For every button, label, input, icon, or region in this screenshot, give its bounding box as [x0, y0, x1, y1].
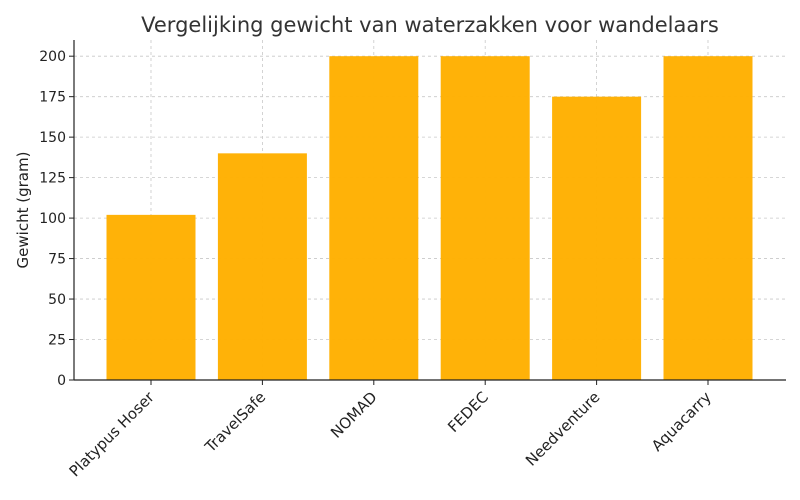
bar-needventure [552, 96, 642, 381]
y-axis-label: Gewicht (gram) [14, 152, 32, 269]
chart-title: Vergelijking gewicht van waterzakken voo… [141, 13, 719, 37]
bar-travelsafe [217, 153, 307, 380]
x-tick-label: Aquacarry [648, 388, 715, 455]
y-tick-label: 125 [39, 171, 66, 187]
x-tick-label: Platypus Hoser [66, 388, 159, 481]
y-tick-label: 175 [39, 90, 66, 106]
y-tick-label: 75 [48, 252, 66, 268]
y-tick-label: 25 [48, 333, 66, 349]
x-tick-label: TravelSafe [201, 388, 269, 456]
bar-layer [106, 56, 753, 381]
bar-aquacarry [663, 56, 753, 380]
x-tick-label: FEDEC [444, 388, 492, 436]
y-tick-label: 150 [39, 130, 66, 146]
bar-fedec [440, 56, 530, 380]
y-tick-label: 0 [57, 373, 66, 389]
x-tick-label: NOMAD [327, 388, 381, 442]
y-tick-label: 200 [39, 49, 66, 65]
y-tick-label: 50 [48, 292, 66, 308]
bar-nomad [329, 56, 419, 380]
bar-platypus-hoser [106, 214, 196, 380]
y-tick-label: 100 [39, 211, 66, 227]
x-tick-label: Needventure [522, 388, 604, 470]
